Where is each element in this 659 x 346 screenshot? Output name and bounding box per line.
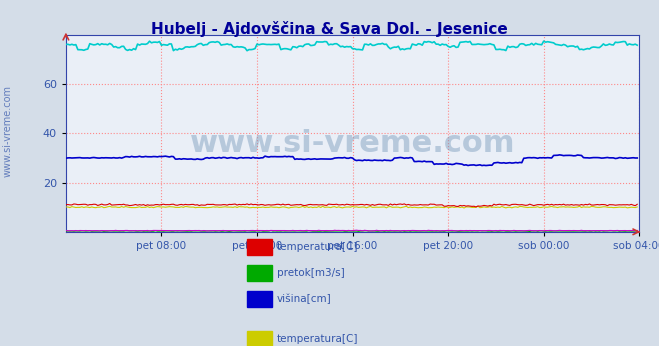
Text: temperatura[C]: temperatura[C] bbox=[277, 334, 358, 344]
Text: temperatura[C]: temperatura[C] bbox=[277, 243, 358, 252]
Text: www.si-vreme.com: www.si-vreme.com bbox=[190, 129, 515, 157]
Text: višina[cm]: višina[cm] bbox=[277, 294, 331, 304]
Text: www.si-vreme.com: www.si-vreme.com bbox=[3, 85, 13, 177]
Text: pretok[m3/s]: pretok[m3/s] bbox=[277, 268, 345, 278]
Text: Hubelj - Ajdovščina & Sava Dol. - Jesenice: Hubelj - Ajdovščina & Sava Dol. - Jeseni… bbox=[151, 21, 508, 37]
